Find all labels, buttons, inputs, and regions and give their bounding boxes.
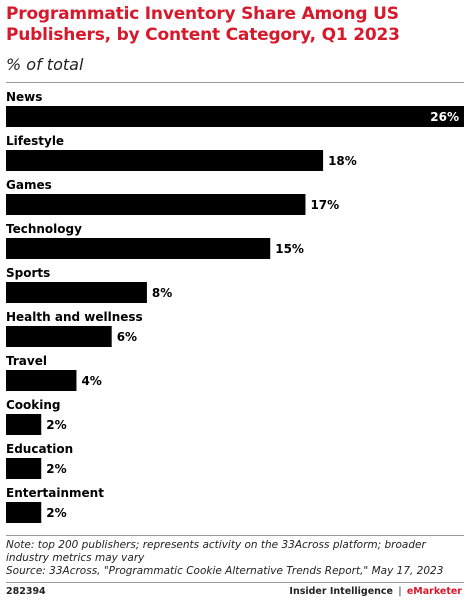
value-label: 18%	[328, 154, 357, 168]
brand-name: eMarketer	[406, 586, 462, 597]
source-text: Source: 33Across, "Programmatic Cookie A…	[6, 565, 444, 577]
chart-id: 282394	[6, 586, 46, 597]
bar	[6, 458, 42, 479]
value-label: 8%	[152, 286, 172, 300]
bar	[6, 502, 42, 523]
bar	[6, 106, 464, 127]
value-label: 2%	[46, 418, 66, 432]
chart-subtitle: % of total	[6, 55, 84, 74]
category-label: Entertainment	[6, 486, 104, 500]
category-label: Technology	[6, 222, 82, 236]
chart-title: Programmatic Inventory Share Among US Pu…	[6, 4, 400, 45]
value-label: 15%	[275, 242, 304, 256]
category-label: News	[6, 90, 42, 104]
value-label: 4%	[81, 374, 101, 388]
bar	[6, 414, 42, 435]
category-label: Cooking	[6, 398, 61, 412]
value-label: 2%	[46, 462, 66, 476]
publisher-name: Insider Intelligence	[289, 586, 393, 597]
notes-divider	[6, 535, 464, 536]
value-label: 26%	[430, 110, 459, 124]
bar-chart: News 26% Lifestyle 18% Games 17% Technology 15%…	[6, 90, 464, 523]
bar	[6, 282, 147, 303]
top-divider	[6, 82, 464, 83]
footer-credits: Insider Intelligence | eMarketer	[289, 586, 462, 597]
bar	[6, 326, 112, 347]
value-label: 17%	[310, 198, 339, 212]
chart-notes: Note: top 200 publishers; represents act…	[6, 539, 464, 578]
footer-divider	[6, 582, 464, 583]
footer-separator: |	[398, 586, 402, 597]
category-label: Education	[6, 442, 73, 456]
bar	[6, 150, 324, 171]
bar	[6, 194, 306, 215]
bar	[6, 370, 77, 391]
category-label: Health and wellness	[6, 310, 143, 324]
bar	[6, 238, 271, 259]
category-label: Lifestyle	[6, 134, 64, 148]
category-label: Games	[6, 178, 52, 192]
note-text: Note: top 200 publishers; represents act…	[6, 539, 426, 564]
category-label: Sports	[6, 266, 50, 280]
value-label: 6%	[117, 330, 137, 344]
value-label: 2%	[46, 506, 66, 520]
category-label: Travel	[6, 354, 47, 368]
